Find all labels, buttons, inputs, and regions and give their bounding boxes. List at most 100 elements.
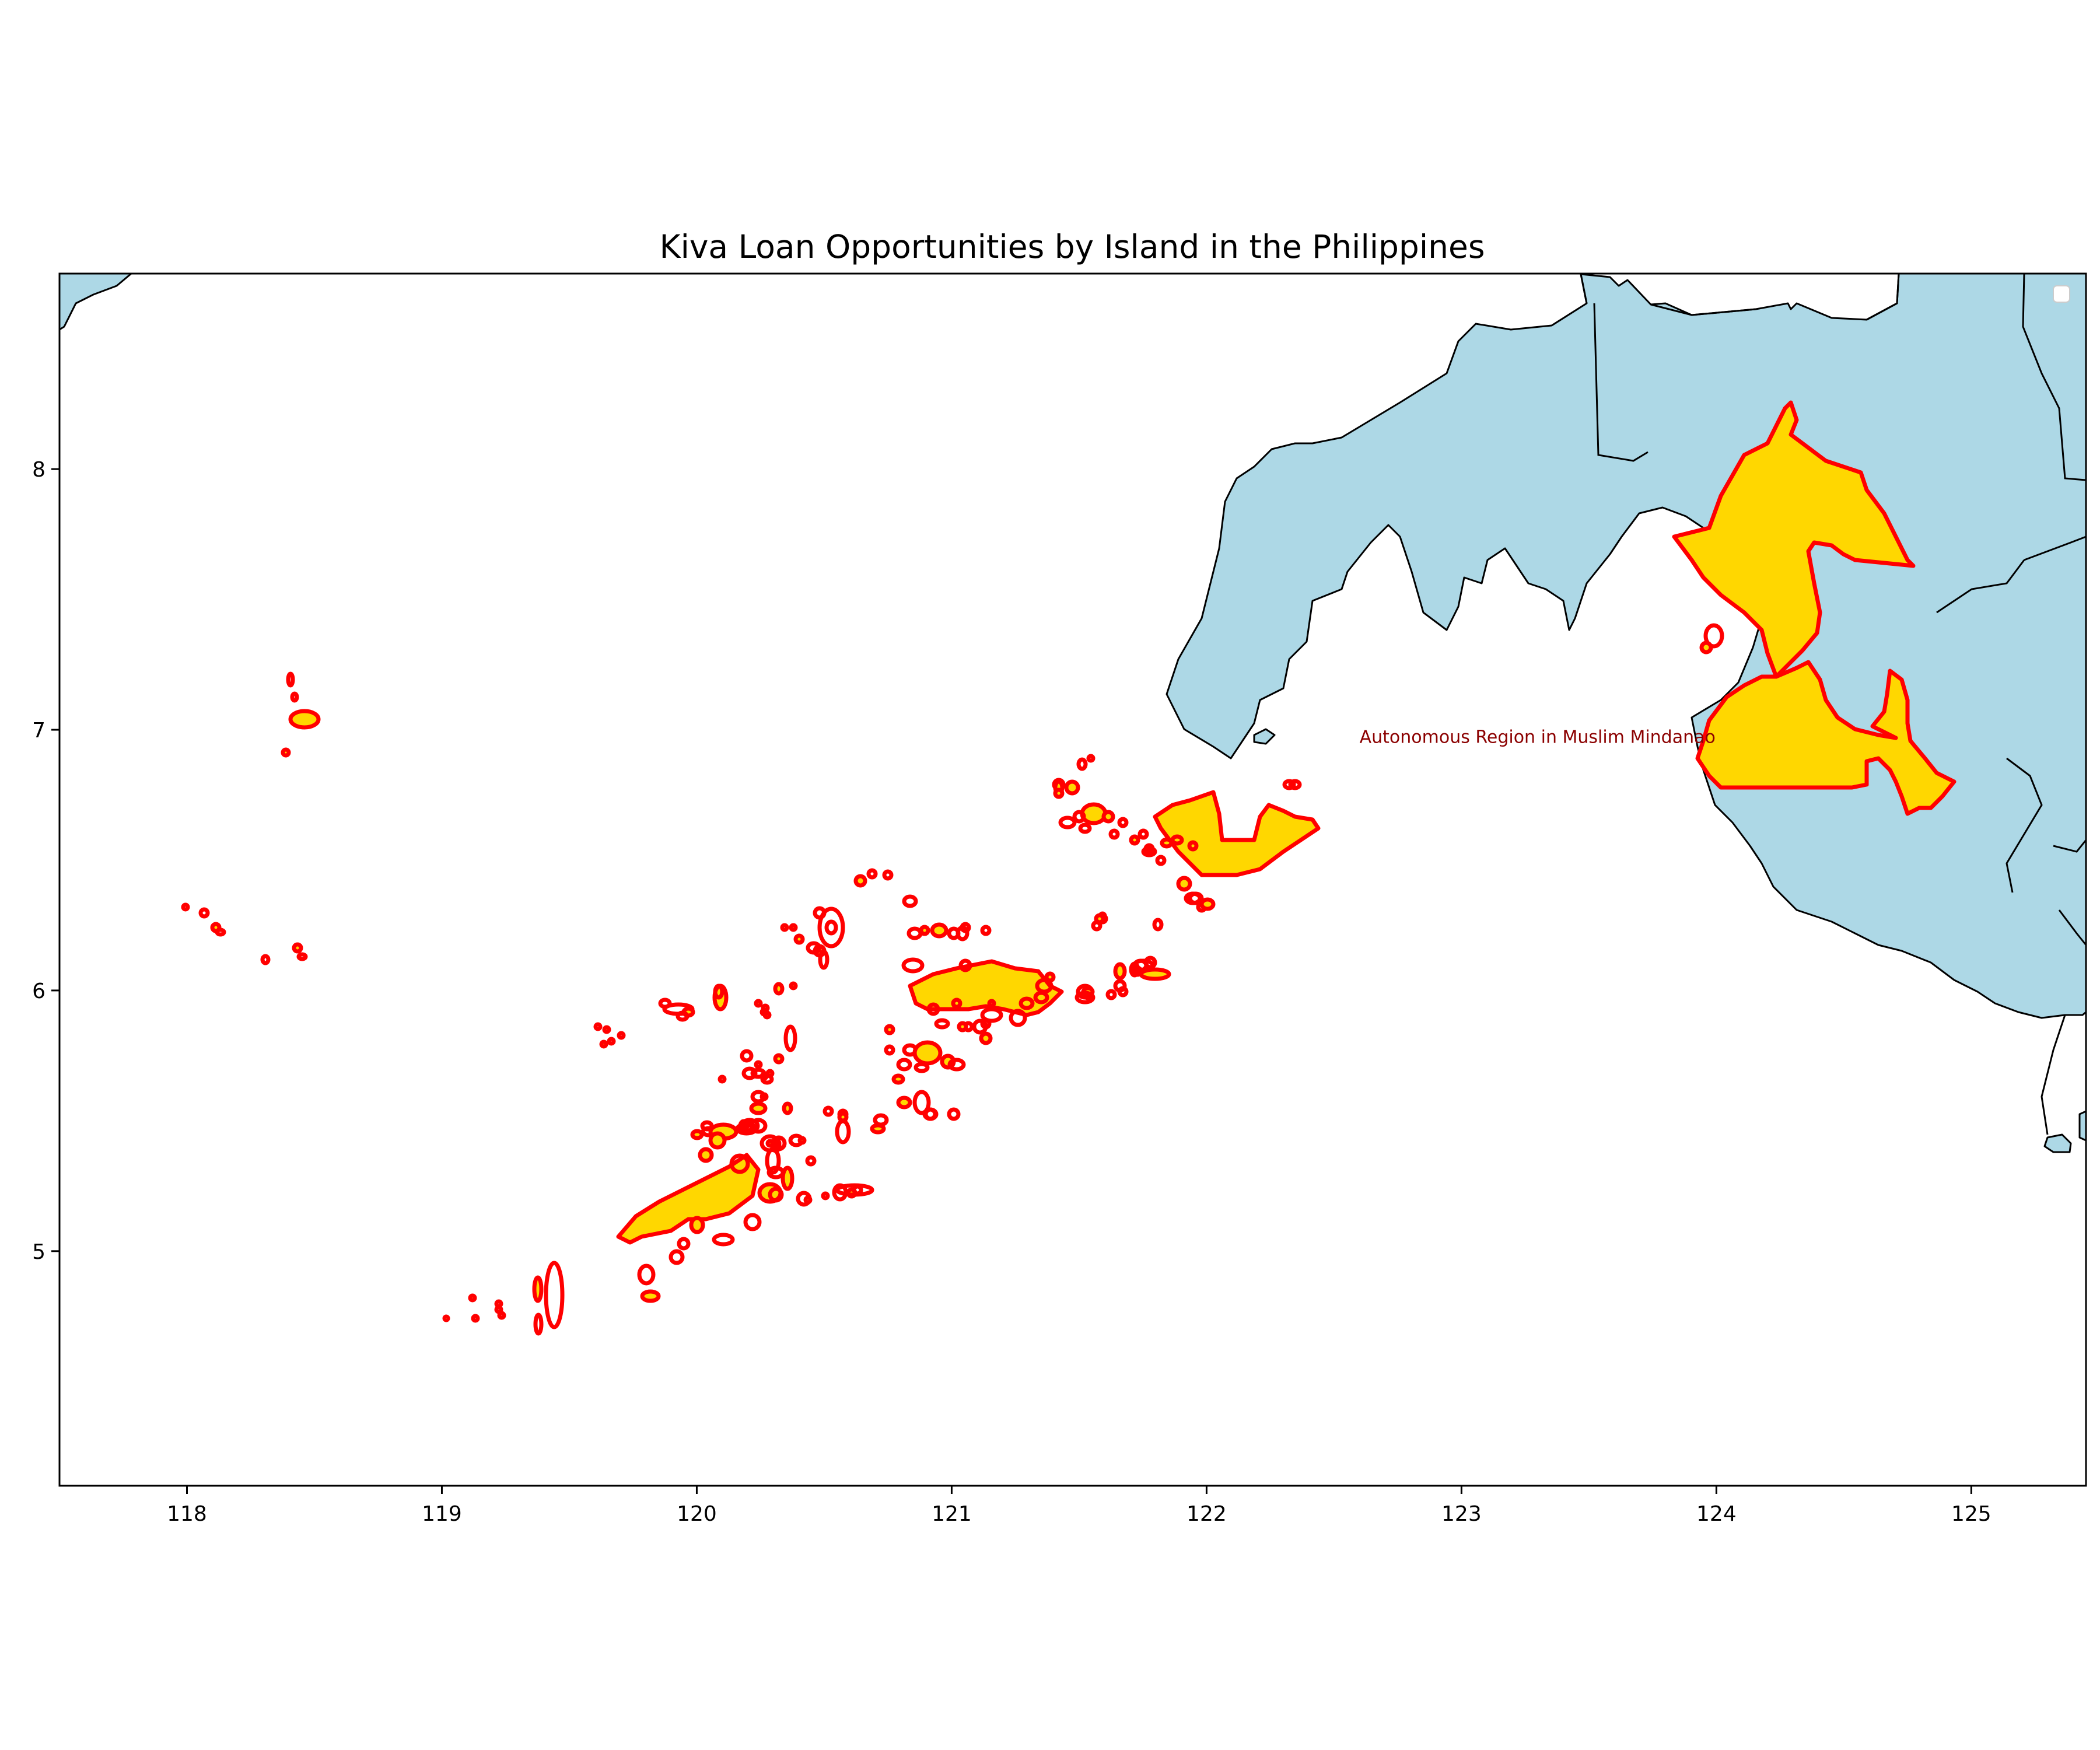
armm-islet bbox=[882, 869, 894, 881]
armm-islet bbox=[1080, 802, 1108, 825]
armm-islet bbox=[870, 1123, 886, 1135]
armm-islet bbox=[468, 1293, 477, 1303]
armm-islet bbox=[960, 922, 971, 933]
armm-islet bbox=[760, 1092, 769, 1101]
armm-islet bbox=[712, 1233, 735, 1247]
land-west-coast-bit bbox=[60, 274, 132, 331]
armm-islet bbox=[896, 1058, 912, 1072]
armm-islet bbox=[1009, 1009, 1027, 1027]
x-tick-label: 122 bbox=[1186, 1502, 1227, 1526]
armm-islet bbox=[1033, 991, 1049, 1005]
armm-islet bbox=[760, 1134, 780, 1153]
y-tick-label: 8 bbox=[32, 458, 46, 482]
x-tick-label: 120 bbox=[677, 1502, 717, 1526]
x-tick-label: 125 bbox=[1951, 1502, 1992, 1526]
armm-islet bbox=[749, 1118, 768, 1134]
armm-islet bbox=[765, 1069, 775, 1078]
armm-islet bbox=[782, 1101, 793, 1115]
armm-islet bbox=[783, 1024, 797, 1052]
armm-islet bbox=[1058, 816, 1077, 830]
armm-islet bbox=[1170, 834, 1184, 846]
armm-islet bbox=[215, 928, 226, 937]
armm-islet bbox=[947, 1058, 966, 1072]
armm-islet bbox=[914, 1062, 930, 1073]
armm-islet bbox=[281, 747, 291, 758]
armm-islet bbox=[980, 925, 992, 936]
armm-islet bbox=[607, 1037, 616, 1046]
armm-islet bbox=[1078, 822, 1092, 834]
armm-islet bbox=[789, 981, 798, 991]
armm-islet bbox=[835, 1119, 851, 1144]
armm-islet bbox=[817, 907, 845, 949]
province-boundaries bbox=[1593, 274, 2086, 1135]
armm-islet bbox=[698, 1147, 714, 1163]
armm-islet bbox=[741, 1066, 758, 1080]
armm-islet bbox=[1019, 996, 1035, 1010]
armm-islet bbox=[1074, 991, 1096, 1005]
armm-islet bbox=[658, 998, 672, 1009]
armm-islet bbox=[768, 1186, 784, 1203]
armm-islet bbox=[902, 894, 918, 908]
armm-islet bbox=[1199, 897, 1216, 911]
armm-islet bbox=[803, 1195, 813, 1205]
armm-islet bbox=[1044, 971, 1056, 983]
armm-islet bbox=[1155, 855, 1167, 866]
armm-islet bbox=[602, 1025, 611, 1034]
map-area bbox=[60, 274, 2086, 1336]
armm-islet bbox=[901, 957, 925, 974]
y-axis: 5 6 7 8 bbox=[32, 458, 60, 1264]
armm-islet bbox=[907, 926, 923, 940]
armm-islet bbox=[494, 1299, 503, 1308]
armm-islet bbox=[853, 874, 867, 888]
coastline bbox=[1580, 274, 1900, 321]
armm-lanao-del-sur bbox=[1672, 400, 1916, 679]
armm-islet bbox=[260, 954, 271, 965]
armm-islet bbox=[1108, 828, 1120, 840]
armm-islet bbox=[773, 1053, 785, 1065]
axes-frame bbox=[58, 272, 2087, 1487]
x-axis: 118 119 120 121 122 123 124 125 bbox=[167, 1486, 1992, 1526]
region-annotation: Autonomous Region in Muslim Mindanao bbox=[1360, 727, 1716, 747]
armm-islet bbox=[822, 1105, 834, 1117]
armm-islet bbox=[1117, 817, 1129, 828]
land-small-islet-east bbox=[2078, 1110, 2086, 1142]
armm-islet bbox=[1703, 623, 1724, 649]
armm-islet bbox=[1053, 788, 1065, 799]
armm-islet bbox=[743, 1213, 762, 1231]
land-small-islet-south bbox=[2043, 1133, 2072, 1153]
armm-islet bbox=[1105, 989, 1117, 1000]
armm-islet bbox=[947, 926, 961, 940]
armm-islet bbox=[290, 691, 299, 703]
armm-islet bbox=[617, 1031, 626, 1040]
armm-islet bbox=[891, 1073, 905, 1085]
y-tick-label: 7 bbox=[32, 719, 46, 743]
armm-maguindanao bbox=[1695, 660, 1957, 816]
land-islet-coast bbox=[1253, 728, 1276, 745]
armm-islet bbox=[198, 907, 210, 919]
armm-basilan bbox=[1153, 790, 1321, 877]
armm-islet bbox=[1288, 779, 1302, 790]
armm-islet bbox=[947, 1107, 961, 1121]
armm-islet bbox=[813, 906, 827, 920]
armm-islet bbox=[1188, 891, 1204, 905]
armm-islet bbox=[926, 1002, 940, 1016]
armm-islet bbox=[824, 919, 838, 936]
armm-islet bbox=[780, 923, 789, 932]
armm-islet bbox=[957, 1021, 968, 1032]
armm-islet bbox=[286, 671, 295, 688]
armm-islet bbox=[896, 1096, 912, 1110]
armm-islet bbox=[1091, 920, 1102, 932]
armm-islet bbox=[1282, 779, 1296, 790]
armm-islet bbox=[637, 1264, 656, 1286]
y-tick-label: 6 bbox=[32, 979, 46, 1003]
x-tick-label: 118 bbox=[167, 1502, 207, 1526]
armm-islet bbox=[797, 1136, 807, 1145]
armm-islet bbox=[837, 1111, 849, 1123]
armm-islet bbox=[533, 1312, 544, 1336]
armm-islet bbox=[912, 1090, 931, 1115]
armm-islet bbox=[754, 999, 763, 1008]
armm-islet bbox=[1176, 876, 1192, 892]
armm-islet bbox=[958, 958, 972, 972]
armm-islet bbox=[497, 1311, 506, 1320]
